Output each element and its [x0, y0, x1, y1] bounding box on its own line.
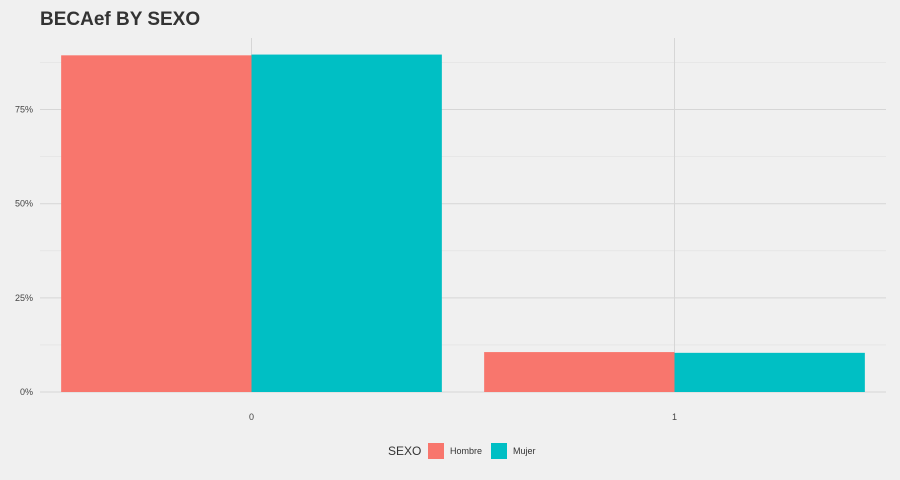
bar-hombre-1	[484, 352, 675, 392]
legend-swatch	[428, 443, 444, 459]
chart-title: BECAef BY SEXO	[40, 9, 201, 30]
legend-label: Hombre	[450, 446, 482, 456]
bars	[61, 54, 865, 393]
legend: SEXO Hombre Mujer	[388, 443, 536, 459]
legend-swatch	[491, 443, 507, 459]
bar-mujer-0	[251, 54, 442, 392]
y-tick-label: 50%	[15, 199, 33, 209]
legend-label: Mujer	[513, 446, 536, 456]
bar-mujer-1	[674, 352, 865, 392]
bar-hombre-0	[61, 55, 252, 393]
y-tick-label: 75%	[15, 105, 33, 115]
x-tick-label: 1	[672, 412, 677, 422]
legend-title: SEXO	[388, 444, 421, 458]
x-tick-label: 0	[249, 412, 254, 422]
y-tick-label: 0%	[20, 387, 33, 397]
axis-labels: 0% 25% 50% 75% 0 1	[15, 105, 677, 422]
y-tick-label: 25%	[15, 293, 33, 303]
